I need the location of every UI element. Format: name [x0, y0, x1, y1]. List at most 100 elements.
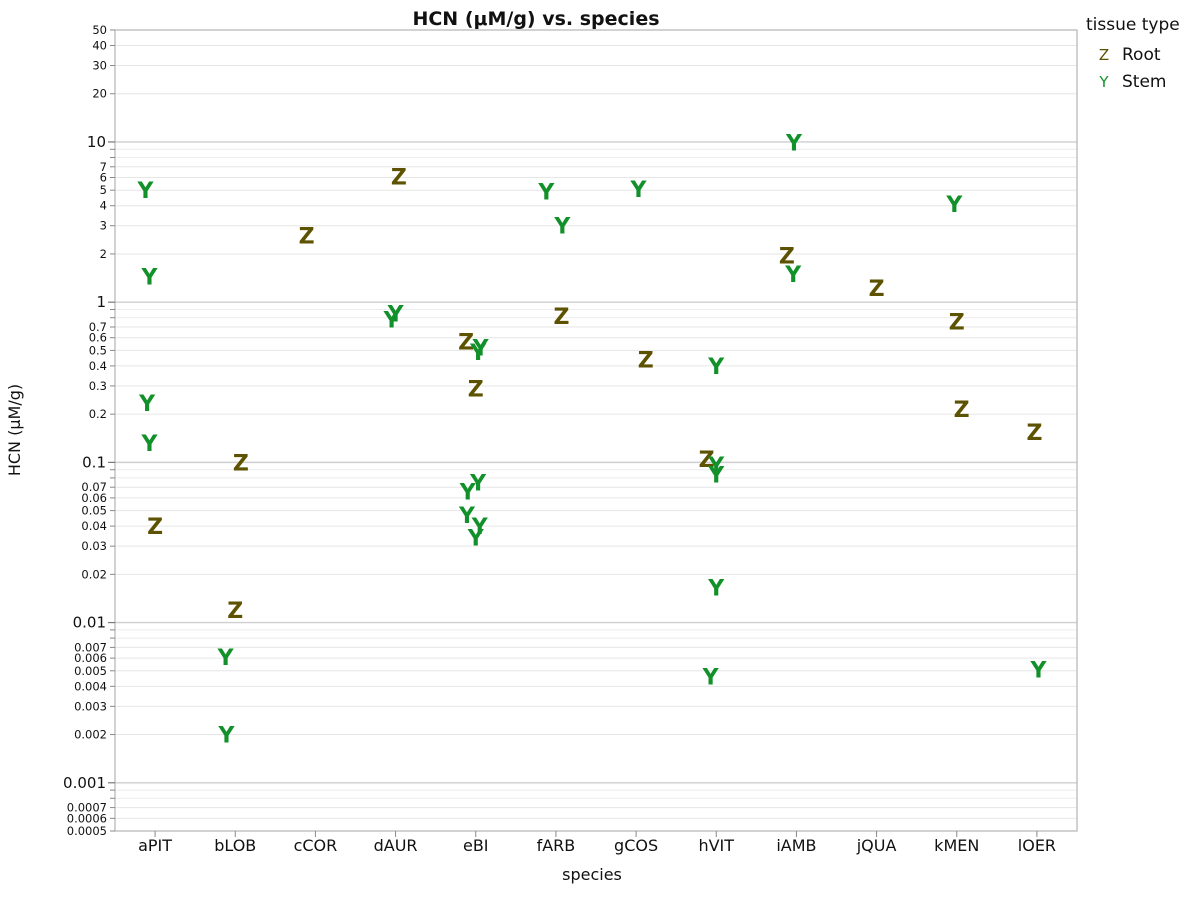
x-tick-label: gCOS	[614, 836, 658, 855]
data-point-stem: Y	[472, 337, 490, 362]
data-point-root: Z	[638, 348, 654, 373]
y-tick-label: 0.07	[81, 480, 107, 494]
x-tick-label: lOER	[1018, 836, 1056, 855]
legend: tissue type Z Root Y Stem	[1086, 15, 1180, 92]
data-point-root: Z	[699, 448, 715, 473]
y-tick-label: 0.6	[89, 331, 107, 345]
data-point-stem: Y	[136, 179, 154, 204]
data-point-root: Z	[949, 310, 965, 335]
data-point-root: Z	[554, 305, 570, 330]
legend-title: tissue type	[1086, 15, 1180, 35]
data-points: ZZZZZZZZZZZZZZZYYYYYYYYYYYYYYYYYYYYYYYYY…	[136, 132, 1047, 749]
y-tick-label: 20	[92, 87, 107, 101]
y-tick-label: 0.02	[81, 567, 107, 581]
plot-area-frame	[114, 29, 1078, 832]
y-tick-label: 30	[92, 59, 107, 73]
data-point-stem: Y	[553, 215, 571, 240]
legend-marker-root: Z	[1099, 46, 1109, 64]
x-axis: aPIT bLOB cCOR dAUR eBI fARB gCOS hVIT iAMB jQUA k…	[138, 831, 1056, 855]
y-tick-label: 0.04	[81, 519, 107, 533]
data-point-stem: Y	[387, 302, 405, 327]
data-point-stem: Y	[707, 355, 725, 380]
y-tick-label: 0.1	[82, 453, 106, 471]
y-tick-label: 0.06	[81, 491, 107, 505]
y-tick-label: 0.0006	[67, 811, 107, 825]
y-tick-label: 0.5	[89, 343, 107, 357]
legend-label-root: Root	[1122, 45, 1161, 65]
data-point-root: Z	[869, 277, 885, 302]
legend-label-stem: Stem	[1122, 72, 1166, 92]
y-tick-label: 4	[100, 199, 107, 213]
y-tick-label: 10	[87, 133, 106, 151]
data-point-stem: Y	[707, 464, 725, 489]
data-point-stem: Y	[707, 454, 725, 479]
y-tick-label: 40	[92, 39, 107, 53]
y-tick-label: 0.7	[89, 320, 107, 334]
y-axis: 50 40 30 20 765 4 3 2 0.70.60.5 0.4 0.3 0.2 0.070.06…	[63, 23, 115, 838]
y-tick-label: 0.006	[74, 651, 107, 665]
y-tick-label: 0.03	[81, 539, 107, 553]
data-point-stem: Y	[471, 515, 489, 540]
data-point-stem: Y	[141, 265, 159, 290]
x-tick-label: fARB	[537, 836, 576, 855]
data-point-root: Z	[468, 377, 484, 402]
y-tick-label: 0.2	[89, 407, 107, 421]
x-axis-title: species	[562, 865, 622, 884]
y-tick-label: 0.005	[74, 664, 107, 678]
data-point-stem: Y	[138, 392, 156, 417]
y-tick-label: 6	[100, 171, 107, 185]
data-point-root: Z	[458, 330, 474, 355]
y-tick-label: 1	[96, 293, 106, 311]
data-point-stem: Y	[217, 724, 235, 749]
y-tick-label: 0.05	[81, 504, 107, 518]
x-tick-label: hVIT	[698, 836, 734, 855]
data-point-stem: Y	[458, 504, 476, 529]
data-point-root: Z	[147, 515, 163, 540]
legend-marker-stem: Y	[1098, 73, 1109, 91]
data-point-root: Z	[779, 245, 795, 270]
y-tick-label: 50	[92, 23, 107, 37]
x-tick-label: jQUA	[856, 836, 897, 855]
data-point-stem: Y	[707, 577, 725, 602]
data-point-stem: Y	[469, 471, 487, 496]
data-point-root: Z	[954, 398, 970, 423]
data-point-stem: Y	[537, 181, 555, 206]
y-tick-label: 3	[100, 219, 107, 233]
data-point-stem: Y	[1030, 658, 1048, 683]
data-point-stem: Y	[702, 666, 720, 691]
x-tick-label: bLOB	[214, 836, 256, 855]
x-tick-label: dAUR	[374, 836, 418, 855]
y-tick-label: 7	[100, 160, 107, 174]
data-point-stem: Y	[469, 341, 487, 366]
data-point-stem: Y	[784, 263, 802, 288]
x-tick-label: eBI	[463, 836, 489, 855]
y-axis-title: HCN (μM/g)	[5, 384, 24, 476]
data-point-root: Z	[227, 599, 243, 624]
data-point-root: Z	[391, 165, 407, 190]
gridlines	[115, 29, 1077, 832]
y-tick-label: 0.0005	[67, 824, 107, 838]
y-tick-label: 0.001	[63, 774, 106, 792]
y-tick-label: 0.4	[89, 359, 107, 373]
data-point-stem: Y	[945, 193, 963, 218]
x-tick-label: iAMB	[776, 836, 816, 855]
x-tick-label: aPIT	[138, 836, 172, 855]
y-tick-label: 2	[100, 247, 107, 261]
data-point-stem: Y	[785, 132, 803, 157]
data-point-stem: Y	[141, 432, 159, 457]
data-point-stem: Y	[630, 178, 648, 203]
data-point-root: Z	[299, 225, 315, 250]
y-tick-label: 0.01	[73, 614, 106, 632]
x-tick-label: kMEN	[934, 836, 979, 855]
data-point-stem: Y	[467, 526, 485, 551]
chart-title: HCN (μM/g) vs. species	[412, 8, 659, 30]
data-point-root: Z	[1027, 421, 1043, 446]
y-tick-label: 0.3	[89, 379, 107, 393]
data-point-stem: Y	[217, 646, 235, 671]
y-tick-label: 0.002	[74, 728, 107, 742]
y-tick-label: 0.007	[74, 640, 107, 654]
data-point-stem: Y	[383, 308, 401, 333]
x-tick-label: cCOR	[294, 836, 338, 855]
y-tick-label: 0.003	[74, 699, 107, 713]
